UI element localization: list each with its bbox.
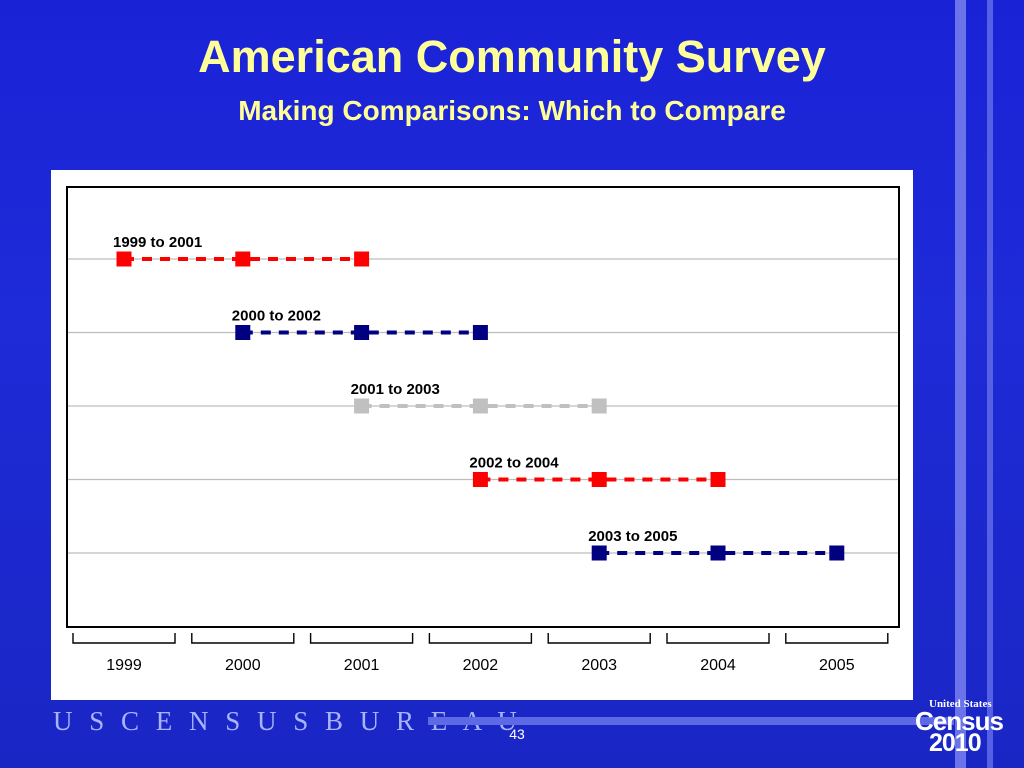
- footer-rule: [428, 717, 954, 725]
- x-tick-label: 2000: [225, 657, 261, 674]
- x-tick-label: 2004: [700, 657, 736, 674]
- decorative-stripe: [955, 0, 966, 768]
- series-label: 1999 to 2001: [113, 234, 202, 251]
- slide-title: American Community Survey: [198, 31, 826, 82]
- data-point: [829, 545, 845, 561]
- x-tick-label: 1999: [106, 657, 142, 674]
- slide-subtitle: Making Comparisons: Which to Compare: [238, 95, 786, 126]
- year-bracket: [309, 633, 414, 644]
- x-tick-label: 2002: [463, 657, 499, 674]
- chart-frame: 1999 to 2001 2000 to 2002 2001 to 2003 2002…: [51, 170, 913, 700]
- series-label: 2002 to 2004: [469, 455, 559, 472]
- data-point: [591, 545, 607, 561]
- series-label: 2001 to 2003: [351, 381, 440, 398]
- data-point: [591, 472, 607, 487]
- data-point: [354, 325, 370, 340]
- data-point: [472, 398, 488, 414]
- x-tick-label: 2001: [344, 657, 380, 674]
- data-point: [354, 398, 370, 414]
- series-label: 2000 to 2002: [232, 308, 321, 325]
- logo-year-text: 2010: [929, 729, 982, 757]
- year-bracket: [72, 633, 176, 644]
- data-point: [235, 251, 251, 267]
- year-bracket: [785, 633, 889, 644]
- x-tick-label: 2003: [581, 657, 617, 674]
- chart: 1999 to 2001 2000 to 2002 2001 to 2003 2002…: [66, 186, 900, 674]
- page-number: 43: [509, 726, 525, 742]
- year-bracket: [666, 633, 770, 644]
- data-point: [472, 325, 488, 340]
- logo-top-text: United States: [929, 698, 992, 710]
- decorative-stripe: [987, 0, 993, 768]
- year-bracket: [428, 633, 533, 644]
- logo-census-text: Census: [915, 706, 1004, 736]
- data-point: [591, 398, 607, 414]
- x-tick-label: 2005: [819, 657, 855, 674]
- year-bracket: [547, 633, 651, 644]
- year-bracket: [191, 633, 295, 644]
- census-2010-logo: United States Census 2010: [915, 698, 1015, 758]
- data-point: [354, 251, 370, 267]
- data-point: [472, 472, 488, 487]
- data-point: [710, 472, 726, 487]
- data-point: [710, 545, 726, 561]
- series-label: 2003 to 2005: [588, 528, 677, 545]
- data-point: [235, 325, 251, 340]
- data-point: [116, 251, 132, 267]
